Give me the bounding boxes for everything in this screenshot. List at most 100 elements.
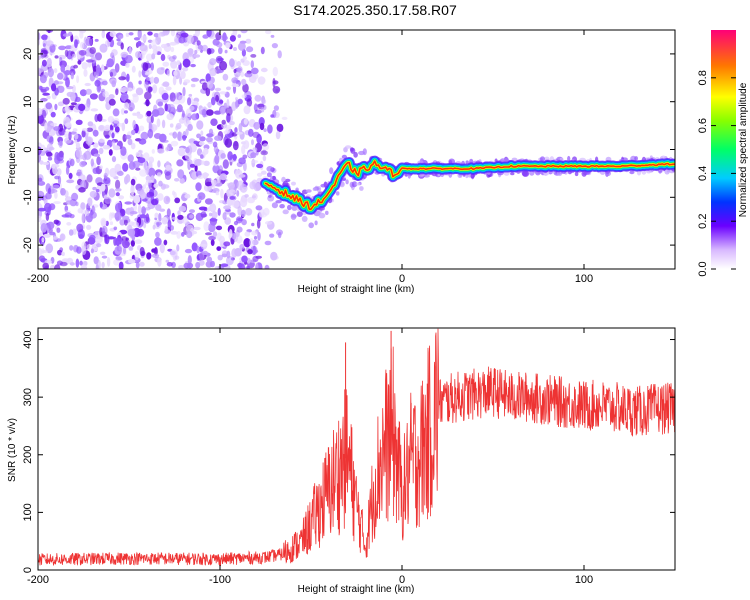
- noise-blob: [169, 123, 174, 128]
- noise-blob: [252, 131, 260, 138]
- noise-blob: [125, 62, 130, 68]
- noise-blob: [187, 161, 191, 171]
- noise-blob: [147, 128, 154, 139]
- noise-blob: [130, 239, 135, 247]
- noise-blob: [115, 88, 119, 96]
- noise-blob: [127, 138, 133, 146]
- noise-blob: [191, 242, 198, 252]
- noise-blob: [224, 138, 233, 148]
- noise-blob: [200, 130, 204, 136]
- noise-blob: [54, 191, 58, 199]
- noise-blob: [48, 77, 54, 85]
- noise-blob: [250, 160, 259, 164]
- noise-blob: [159, 243, 165, 254]
- noise-blob: [184, 193, 191, 199]
- noise-blob: [77, 208, 84, 214]
- noise-blob: [103, 172, 108, 179]
- noise-blob: [208, 128, 214, 135]
- noise-blob: [208, 177, 212, 182]
- noise-blob: [72, 53, 77, 58]
- noise-blob: [99, 165, 103, 170]
- ridge-halo: [287, 204, 292, 211]
- noise-blob: [156, 118, 161, 128]
- noise-blob: [130, 178, 136, 186]
- noise-blob: [64, 105, 69, 112]
- noise-blob: [157, 101, 163, 107]
- noise-blob: [170, 231, 178, 235]
- ridge-halo: [291, 205, 298, 211]
- ridge-halo: [279, 204, 285, 209]
- noise-blob: [184, 151, 192, 161]
- noise-blob: [145, 76, 150, 81]
- noise-blob: [258, 208, 265, 218]
- noise-blob: [223, 205, 232, 210]
- noise-blob: [104, 197, 112, 204]
- noise-blob: [44, 122, 48, 131]
- noise-blob: [262, 99, 267, 104]
- noise-blob: [208, 212, 213, 217]
- colorbar-tick-label: 0.0: [697, 261, 709, 276]
- x-tick-label: 100: [575, 574, 593, 586]
- noise-blob: [237, 98, 243, 105]
- noise-blob: [49, 231, 56, 236]
- noise-blob: [176, 60, 181, 66]
- noise-blob: [40, 223, 48, 233]
- noise-blob: [236, 180, 245, 191]
- noise-blob: [58, 140, 63, 148]
- noise-blob: [214, 87, 222, 92]
- noise-blob: [222, 73, 229, 81]
- noise-blob: [109, 221, 114, 226]
- noise-blob: [174, 34, 181, 45]
- noise-blob: [138, 138, 147, 145]
- noise-blob: [250, 152, 257, 159]
- ridge-halo: [275, 200, 282, 204]
- noise-blob: [42, 262, 49, 269]
- noise-blob: [118, 261, 124, 269]
- noise-blob: [139, 214, 147, 219]
- y-tick-label: -10: [22, 189, 34, 205]
- noise-blob: [80, 264, 88, 269]
- ridge-halo: [353, 151, 358, 158]
- noise-blob: [187, 123, 193, 132]
- noise-blob: [219, 91, 227, 95]
- noise-blob: [108, 94, 115, 100]
- ridge-halo: [296, 211, 303, 218]
- noise-blob: [144, 91, 152, 100]
- noise-blob: [194, 164, 198, 172]
- noise-blob: [218, 47, 223, 55]
- noise-blob: [140, 35, 148, 41]
- noise-blob: [135, 167, 141, 171]
- noise-blob: [125, 55, 133, 64]
- noise-blob: [185, 108, 192, 118]
- noise-blob: [138, 70, 142, 78]
- noise-blob: [47, 125, 52, 131]
- noise-blob: [114, 63, 120, 73]
- noise-blob: [186, 34, 194, 44]
- noise-blob: [107, 236, 115, 240]
- ridge-halo: [290, 213, 297, 220]
- noise-blob: [142, 62, 149, 71]
- noise-blob: [170, 63, 178, 69]
- noise-blob: [74, 139, 78, 144]
- noise-blob: [41, 248, 45, 255]
- noise-blob: [139, 246, 145, 257]
- noise-blob: [219, 173, 227, 181]
- noise-blob: [169, 250, 176, 256]
- ridge-halo: [629, 170, 635, 175]
- ridge-halo: [329, 167, 334, 175]
- noise-blob: [177, 169, 185, 179]
- noise-blob: [109, 68, 117, 77]
- noise-blob: [192, 230, 198, 235]
- noise-blob: [131, 221, 140, 228]
- noise-blob: [178, 205, 187, 212]
- noise-blob: [107, 116, 115, 123]
- noise-blob: [175, 122, 182, 130]
- noise-blob: [226, 86, 231, 91]
- noise-blob: [111, 49, 118, 56]
- noise-blob: [139, 169, 148, 177]
- noise-blob: [209, 67, 217, 77]
- noise-blob: [189, 214, 194, 219]
- noise-blob: [113, 117, 120, 124]
- noise-blob: [84, 209, 90, 217]
- noise-blob: [253, 121, 260, 130]
